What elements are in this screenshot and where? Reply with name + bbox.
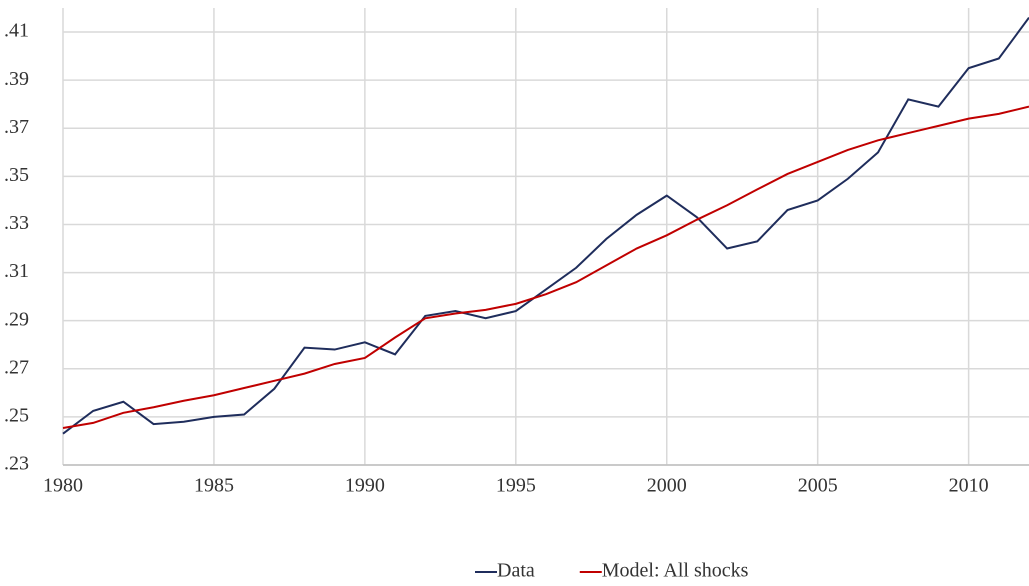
x-tick-label: 1980: [43, 475, 83, 497]
y-tick-label: .33: [4, 212, 29, 234]
x-tick-label: 1985: [194, 475, 234, 497]
y-tick-label: .23: [4, 453, 29, 475]
x-tick-label: 2010: [949, 475, 989, 497]
x-tick-label: 2000: [647, 475, 687, 497]
series-line: [62, 17, 1029, 435]
y-tick-label: .31: [4, 260, 29, 282]
y-tick-label: .25: [4, 404, 29, 426]
y-tick-label: .39: [4, 68, 29, 90]
y-tick-label: .41: [4, 20, 29, 42]
y-tick-label: .29: [4, 308, 29, 330]
legend-label: Data: [497, 560, 535, 582]
y-tick-label: .35: [4, 164, 29, 186]
x-tick-label: 1990: [345, 475, 385, 497]
legend-label: Model: All shocks: [602, 560, 749, 582]
x-tick-label: 1995: [496, 475, 536, 497]
x-tick-label: 2005: [798, 475, 838, 497]
y-tick-label: .27: [4, 356, 29, 378]
series-line: [62, 105, 1029, 429]
y-tick-label: .37: [4, 116, 29, 138]
